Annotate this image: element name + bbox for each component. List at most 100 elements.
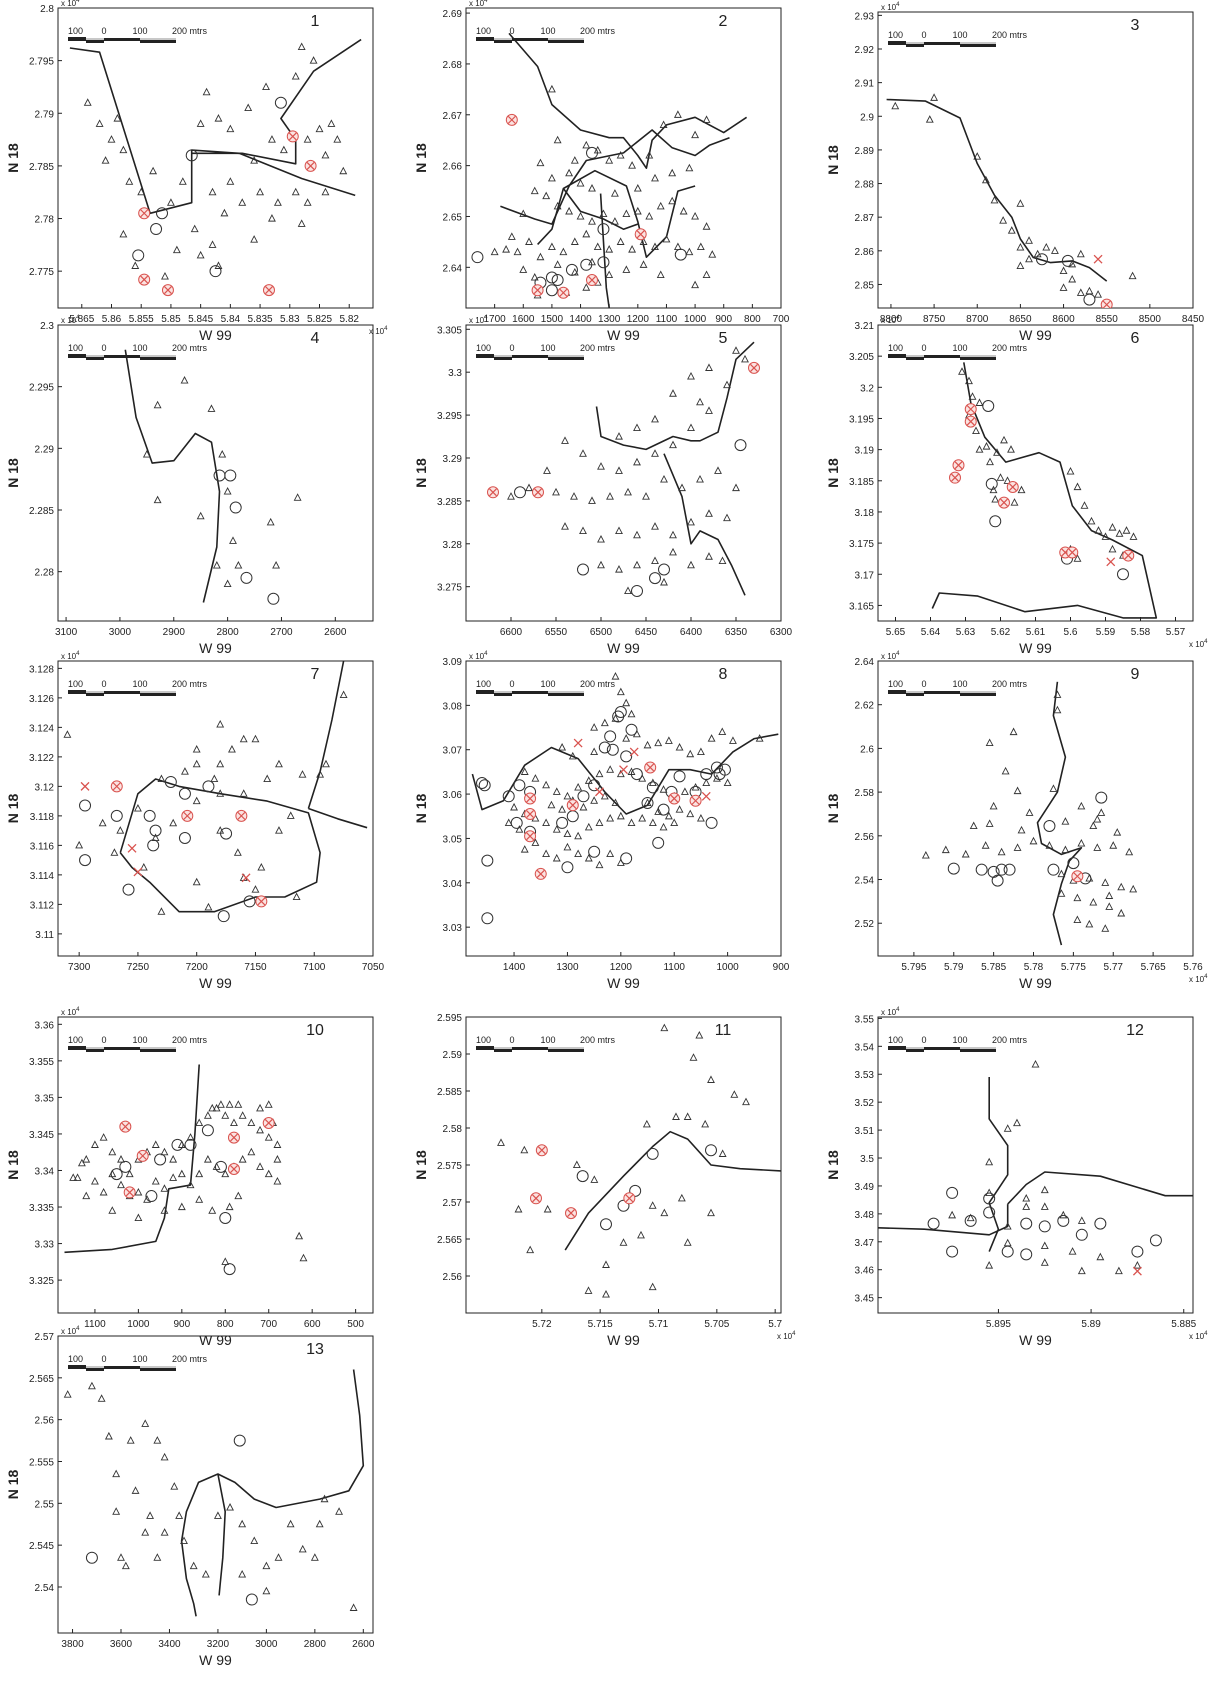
triangle-marker xyxy=(263,774,272,783)
y-tick-label: 3.54 xyxy=(855,1042,875,1053)
triangle-marker xyxy=(565,206,574,215)
triangle-marker xyxy=(677,1193,686,1202)
y-tick-label: 3.175 xyxy=(849,539,874,550)
triangle-marker xyxy=(95,119,104,127)
triangle-marker xyxy=(651,522,659,530)
scale-bar-label: 100 xyxy=(132,1035,147,1045)
x-tick-label: 800 xyxy=(217,1319,234,1330)
x-tick-label: 5.705 xyxy=(704,1319,729,1330)
case-circle-cross xyxy=(1008,483,1017,491)
x-multiplier: x 104 xyxy=(1189,1331,1208,1341)
scale-bar-segment xyxy=(68,690,86,694)
scale-bar-segment xyxy=(924,355,960,358)
y-tick-label: 2.54 xyxy=(855,876,875,887)
triangle-marker xyxy=(221,1169,230,1178)
case-circle-cross xyxy=(670,794,679,803)
triangle-marker xyxy=(116,826,125,834)
x-tick-label: 5.82 xyxy=(339,314,359,325)
panel-number: 10 xyxy=(306,1022,324,1039)
triangle-marker xyxy=(633,560,641,569)
y-multiplier: x 104 xyxy=(469,0,488,8)
triangle-marker xyxy=(1045,841,1054,849)
y-tick-label: 2.55 xyxy=(35,1499,55,1510)
triangle-marker xyxy=(553,201,562,210)
triangle-marker xyxy=(223,579,232,588)
triangle-marker xyxy=(696,814,705,822)
y-tick-label: 3.33 xyxy=(35,1240,55,1251)
scale-bar: 100 0 100 200 mtrs xyxy=(888,679,1028,696)
scale-bar-segment xyxy=(548,357,584,360)
y-tick-label: 2.57 xyxy=(443,1198,463,1209)
triangle-marker xyxy=(63,1390,72,1398)
triangle-marker xyxy=(1053,690,1062,698)
y-tick-label: 2.555 xyxy=(29,1457,54,1468)
y-tick-label: 2.56 xyxy=(855,832,875,843)
case-circle-marker xyxy=(532,486,544,499)
case-circle-cross xyxy=(1124,551,1133,560)
y-tick-label: 2.54 xyxy=(35,1583,55,1594)
triangle-marker xyxy=(637,1230,645,1239)
circle-marker xyxy=(201,1124,214,1137)
circle-marker xyxy=(185,149,198,162)
triangle-marker xyxy=(189,1561,198,1570)
triangle-marker xyxy=(1085,873,1094,882)
x-axis-label: W 99 xyxy=(607,975,640,991)
case-circle-cross xyxy=(1102,300,1111,308)
scale-bar: 100 0 100 200 mtrs xyxy=(68,1354,208,1371)
y-tick-label: 2.8 xyxy=(40,4,54,15)
triangle-marker xyxy=(707,1208,715,1217)
case-circle-cross xyxy=(264,1119,273,1127)
triangle-marker xyxy=(226,124,235,133)
triangle-marker xyxy=(1053,705,1062,714)
triangle-marker xyxy=(588,217,596,225)
circle-marker xyxy=(646,1147,659,1160)
x-tick-label: 7250 xyxy=(127,962,150,973)
x-tick-label: 1400 xyxy=(569,314,592,325)
triangle-marker xyxy=(73,1173,82,1181)
triangle-marker xyxy=(615,466,623,474)
scale-bar-segment xyxy=(924,691,960,694)
scale-bar-label: 100 xyxy=(132,1354,147,1364)
plot-frame xyxy=(465,1016,782,1314)
circle-marker xyxy=(649,572,661,585)
triangle-marker xyxy=(292,892,301,901)
circle-marker xyxy=(705,1144,717,1157)
triangle-marker xyxy=(1077,1266,1086,1275)
panel-number: 13 xyxy=(306,1341,324,1358)
x-tick-label: 1300 xyxy=(598,314,621,325)
triangle-marker xyxy=(686,749,695,758)
scale-bar-segment xyxy=(140,357,176,360)
case-circle-cross xyxy=(951,473,959,482)
x-tick-label: 5.795 xyxy=(901,962,926,973)
triangle-marker xyxy=(256,187,265,196)
boundary-line xyxy=(217,1473,226,1596)
triangle-marker xyxy=(1061,845,1070,854)
case-circle-cross xyxy=(533,286,542,295)
triangle-marker xyxy=(497,1138,505,1146)
triangle-marker xyxy=(268,214,276,222)
triangle-marker xyxy=(966,1213,975,1222)
triangle-marker xyxy=(234,561,243,569)
triangle-marker xyxy=(1068,1247,1077,1255)
triangle-marker xyxy=(513,247,522,256)
triangle-marker xyxy=(507,232,516,240)
triangle-marker xyxy=(1007,445,1015,453)
circle-marker xyxy=(214,1160,227,1173)
triangle-marker xyxy=(696,242,705,251)
circle-marker xyxy=(119,1160,132,1173)
triangle-marker xyxy=(166,198,175,206)
y-tick-label: 3.114 xyxy=(30,871,55,882)
data-layer xyxy=(63,661,368,923)
triangle-marker xyxy=(1001,766,1010,775)
triangle-marker xyxy=(552,825,561,833)
triangle-marker xyxy=(192,759,201,768)
case-circle-cross xyxy=(966,405,975,414)
scale-bar-segment xyxy=(104,355,140,358)
triangle-marker xyxy=(1101,878,1110,886)
y-axis-label: N 18 xyxy=(5,143,21,173)
triangle-marker xyxy=(669,530,677,539)
triangle-marker xyxy=(262,1586,271,1595)
x-tick-label: 1500 xyxy=(541,314,564,325)
triangle-marker xyxy=(1061,817,1070,825)
circle-marker xyxy=(243,895,256,908)
